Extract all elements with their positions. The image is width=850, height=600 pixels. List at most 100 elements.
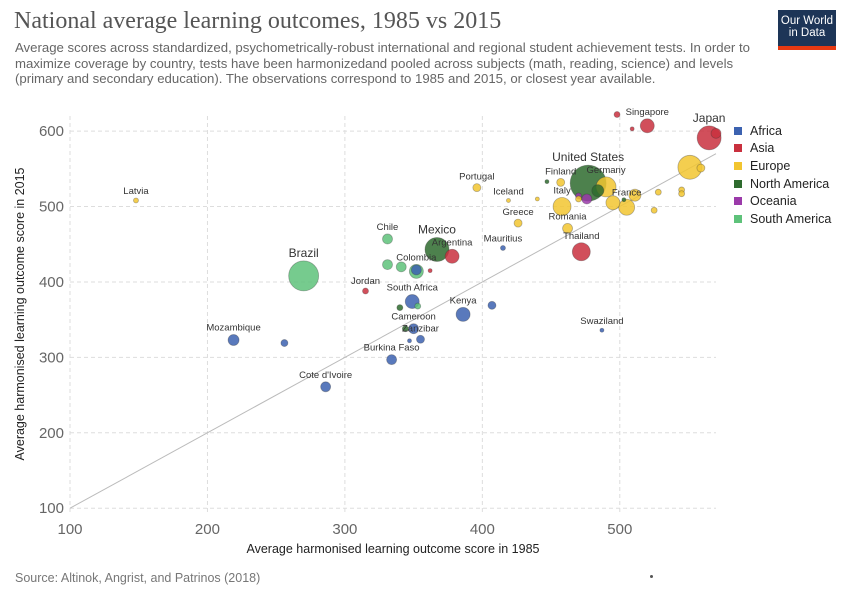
x-tick-label: 400: [470, 521, 495, 538]
legend-label: Asia: [750, 141, 775, 156]
data-point: [395, 261, 407, 273]
data-point: [444, 248, 460, 264]
legend-item[interactable]: South America: [734, 210, 831, 228]
point-label: Romania: [549, 211, 588, 222]
legend-item[interactable]: Asia: [734, 140, 831, 158]
legend-swatch: [734, 126, 742, 135]
point-label: Brazil: [289, 246, 319, 260]
point-label: Germany: [587, 165, 626, 176]
data-point: [386, 354, 398, 366]
data-point: [410, 264, 422, 276]
data-point: [628, 188, 642, 202]
legend-item[interactable]: Europe: [734, 157, 831, 175]
data-point: [544, 179, 550, 185]
data-point: [678, 190, 686, 198]
legend-item[interactable]: Africa: [734, 122, 831, 140]
data-point: [407, 338, 412, 344]
x-axis-label: Average harmonised learning outcome scor…: [246, 542, 539, 556]
point-label: Argentina: [432, 237, 473, 248]
x-tick-label: 200: [195, 521, 220, 538]
data-point: [591, 184, 605, 198]
data-point: [455, 306, 471, 322]
data-point: [599, 327, 605, 333]
data-point: [571, 242, 591, 262]
y-tick-label: 100: [39, 500, 64, 517]
legend-item[interactable]: Oceania: [734, 192, 831, 210]
data-point: [621, 197, 627, 203]
data-point: [320, 381, 332, 393]
data-point: [618, 198, 636, 216]
point-label: France: [612, 187, 642, 198]
data-point: [382, 259, 393, 270]
point-label: Greece: [502, 207, 533, 218]
legend-label: South America: [750, 211, 832, 226]
y-tick-label: 500: [39, 199, 64, 216]
data-point: [575, 195, 582, 203]
x-tick-label: 500: [607, 521, 632, 538]
data-point: [581, 193, 593, 205]
source-note: Source: Altinok, Angrist, and Patrinos (…: [15, 571, 261, 585]
owid-logo[interactable]: Our World in Data: [778, 10, 836, 50]
data-point: [396, 304, 404, 311]
data-point: [288, 260, 320, 292]
reference-line-y-equals-x: [69, 153, 717, 509]
point-label: Portugal: [459, 172, 494, 183]
data-point: [427, 268, 433, 274]
data-point: [650, 206, 658, 214]
y-tick-label: 400: [39, 274, 64, 291]
point-label: Mexico: [418, 223, 456, 237]
point-label: Jordan: [351, 276, 380, 287]
legend: Africa Asia Europe North America Oceania Sout…: [734, 122, 831, 228]
data-point: [408, 323, 420, 335]
legend-swatch: [734, 179, 742, 188]
data-point: [696, 163, 706, 173]
data-point: [613, 111, 621, 118]
data-point: [401, 325, 409, 333]
point-label: Kenya: [450, 295, 478, 306]
point-label: Chile: [377, 222, 399, 233]
point-label: Mozambique: [206, 323, 260, 334]
logo-line-1: Our World: [780, 15, 834, 27]
data-point: [487, 300, 497, 310]
point-label: Cote d'Ivoire: [299, 370, 352, 381]
point-label: South Africa: [387, 283, 439, 294]
data-point: [280, 339, 289, 347]
data-point: [506, 198, 511, 203]
legend-swatch: [734, 214, 742, 223]
chart-subtitle: Average scores across standardized, psyc…: [15, 40, 750, 86]
point-label: Latvia: [123, 186, 149, 197]
data-point: [534, 196, 540, 202]
data-point: [382, 233, 393, 245]
point-label: Zanzibar: [402, 323, 439, 334]
data-point: [552, 197, 572, 216]
data-point: [629, 126, 635, 132]
y-tick-label: 200: [39, 425, 64, 442]
legend-swatch: [734, 197, 742, 206]
footer-dot: [650, 575, 653, 578]
point-label: Cameroon: [391, 312, 435, 323]
legend-label: North America: [750, 176, 830, 191]
data-point: [416, 334, 425, 344]
data-point: [562, 222, 573, 234]
x-tick-label: 300: [332, 521, 357, 538]
data-point: [639, 118, 655, 134]
legend-label: Oceania: [750, 194, 797, 209]
data-point: [710, 127, 722, 139]
data-point: [605, 195, 621, 211]
point-label: United States: [552, 150, 624, 164]
data-point: [414, 302, 422, 310]
legend-swatch: [734, 144, 742, 153]
point-label: Mauritius: [484, 234, 523, 245]
legend-label: Europe: [750, 158, 791, 173]
legend-swatch: [734, 161, 742, 170]
y-tick-label: 600: [39, 123, 64, 140]
y-tick-label: 300: [39, 349, 64, 366]
y-axis-label: Average harmonised learning outcome scor…: [13, 167, 27, 460]
data-point: [513, 218, 523, 228]
data-point: [133, 197, 139, 204]
point-label: Iceland: [493, 186, 524, 197]
data-point: [472, 183, 482, 193]
legend-item[interactable]: North America: [734, 175, 831, 193]
data-point: [654, 188, 662, 196]
